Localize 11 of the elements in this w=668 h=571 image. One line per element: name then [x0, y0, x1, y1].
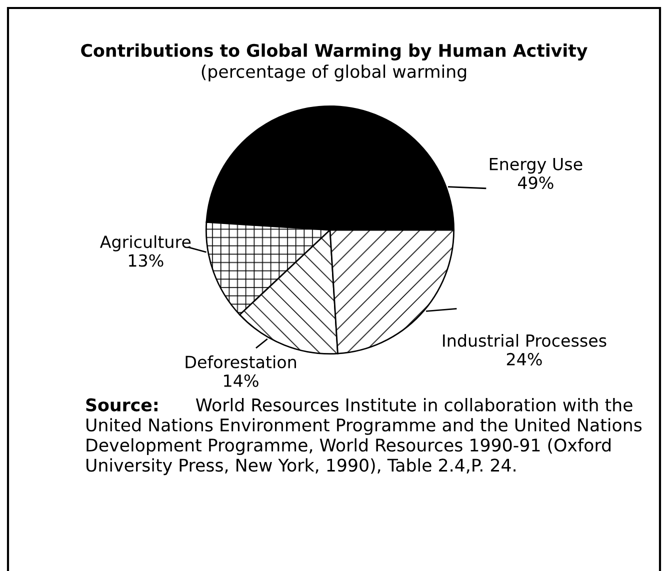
data-label: 49%	[518, 176, 554, 190]
chart-subtitle: (percentage of global warming	[202, 64, 466, 82]
chart-title: Contributions to Global Warming by Human Activity	[81, 44, 588, 60]
slice-label: Energy Use	[490, 158, 582, 174]
data-label: 13%	[128, 254, 164, 267]
text: Source: World Resources Institute in collaboration with the United Nations Environment Programme and the United Nations Development Programme, World Resources 1990-91 (Oxford University Press, New York, 1990), Table 2.4,P. 24.	[86, 398, 642, 476]
data-label: 24%	[506, 352, 542, 366]
slice-label: Agriculture	[100, 235, 191, 252]
slice-label: Industrial Processes	[443, 334, 606, 347]
data-label: 14%	[224, 374, 258, 387]
slice-label: Deforestation	[186, 355, 296, 368]
